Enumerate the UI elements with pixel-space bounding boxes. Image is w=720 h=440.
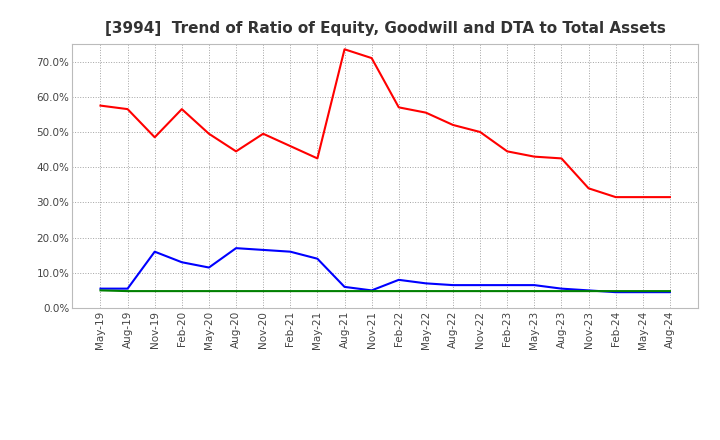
Goodwill — [449, 282, 457, 288]
Equity — [611, 194, 620, 200]
Deferred Tax Assets — [123, 289, 132, 294]
Deferred Tax Assets — [449, 289, 457, 294]
Equity — [476, 129, 485, 135]
Deferred Tax Assets — [313, 289, 322, 294]
Equity — [421, 110, 430, 115]
Equity — [341, 47, 349, 52]
Deferred Tax Assets — [476, 289, 485, 294]
Equity — [150, 135, 159, 140]
Goodwill — [232, 246, 240, 251]
Line: Equity: Equity — [101, 49, 670, 197]
Goodwill — [503, 282, 511, 288]
Deferred Tax Assets — [584, 289, 593, 294]
Equity — [665, 194, 674, 200]
Deferred Tax Assets — [639, 289, 647, 294]
Goodwill — [639, 290, 647, 295]
Goodwill — [204, 265, 213, 270]
Goodwill — [395, 277, 403, 282]
Equity — [232, 149, 240, 154]
Goodwill — [259, 247, 268, 253]
Deferred Tax Assets — [150, 289, 159, 294]
Goodwill — [96, 286, 105, 291]
Deferred Tax Assets — [530, 289, 539, 294]
Deferred Tax Assets — [611, 289, 620, 294]
Goodwill — [557, 286, 566, 291]
Goodwill — [367, 288, 376, 293]
Goodwill — [665, 290, 674, 295]
Deferred Tax Assets — [421, 289, 430, 294]
Equity — [286, 143, 294, 149]
Equity — [259, 131, 268, 136]
Goodwill — [123, 286, 132, 291]
Equity — [204, 131, 213, 136]
Equity — [395, 105, 403, 110]
Goodwill — [341, 284, 349, 290]
Goodwill — [530, 282, 539, 288]
Line: Goodwill: Goodwill — [101, 248, 670, 292]
Goodwill — [178, 260, 186, 265]
Equity — [639, 194, 647, 200]
Deferred Tax Assets — [367, 289, 376, 294]
Goodwill — [150, 249, 159, 254]
Deferred Tax Assets — [503, 289, 511, 294]
Equity — [367, 55, 376, 61]
Equity — [96, 103, 105, 108]
Goodwill — [584, 288, 593, 293]
Deferred Tax Assets — [204, 289, 213, 294]
Goodwill — [313, 256, 322, 261]
Equity — [503, 149, 511, 154]
Deferred Tax Assets — [665, 289, 674, 294]
Deferred Tax Assets — [232, 289, 240, 294]
Deferred Tax Assets — [96, 288, 105, 293]
Equity — [449, 122, 457, 128]
Line: Deferred Tax Assets: Deferred Tax Assets — [101, 290, 670, 291]
Goodwill — [286, 249, 294, 254]
Equity — [123, 106, 132, 112]
Goodwill — [476, 282, 485, 288]
Goodwill — [611, 290, 620, 295]
Deferred Tax Assets — [286, 289, 294, 294]
Equity — [178, 106, 186, 112]
Title: [3994]  Trend of Ratio of Equity, Goodwill and DTA to Total Assets: [3994] Trend of Ratio of Equity, Goodwil… — [105, 21, 665, 36]
Equity — [530, 154, 539, 159]
Deferred Tax Assets — [557, 289, 566, 294]
Goodwill — [421, 281, 430, 286]
Deferred Tax Assets — [395, 289, 403, 294]
Equity — [584, 186, 593, 191]
Deferred Tax Assets — [259, 289, 268, 294]
Equity — [557, 156, 566, 161]
Equity — [313, 156, 322, 161]
Deferred Tax Assets — [178, 289, 186, 294]
Deferred Tax Assets — [341, 289, 349, 294]
